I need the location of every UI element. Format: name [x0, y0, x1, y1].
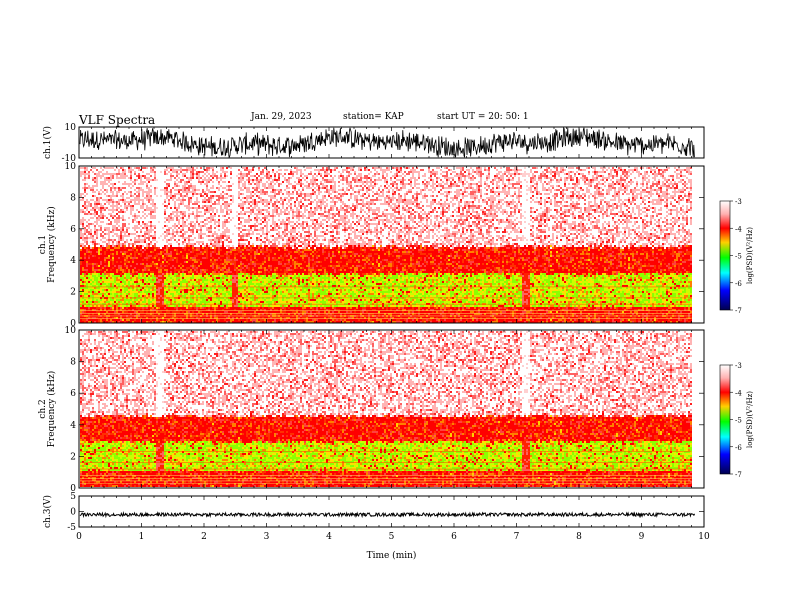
y-tick-label: 2: [70, 288, 76, 298]
colorbar-tick-label: -7: [735, 471, 742, 479]
x-tick-label: 1: [139, 532, 145, 542]
x-tick-label: 2: [201, 532, 207, 542]
y-axis-label-3: Frequency (kHz): [46, 371, 57, 448]
colorbar-tick-label: -6: [735, 444, 742, 452]
y-tick-label: 4: [70, 256, 76, 266]
colorbar-label: log(PSD)(V²/Hz): [746, 227, 754, 284]
ch1-waveform-trace: [80, 128, 694, 157]
x-tick-label: 4: [326, 532, 332, 542]
x-tick-label: 0: [76, 532, 82, 542]
x-tick-label: 8: [576, 532, 582, 542]
panel-frame-4: [79, 496, 704, 527]
colorbar-3: [720, 365, 730, 474]
y-tick-label: 6: [70, 389, 76, 399]
colorbar-label: log(PSD)(V²/Hz): [746, 391, 754, 448]
colorbar-tick-label: -6: [735, 280, 742, 288]
colorbar-tick-label: -7: [735, 307, 742, 315]
y-tick-label: 0: [70, 508, 76, 518]
y-tick-label: 8: [70, 193, 76, 203]
x-tick-label: 6: [451, 532, 457, 542]
y-tick-label: 2: [70, 452, 76, 462]
y-tick-label: 6: [70, 225, 76, 235]
colorbar-tick-label: -3: [735, 198, 742, 206]
y-tick-label: 8: [70, 358, 76, 368]
spectrogram-2: [80, 167, 692, 323]
x-tick-label: 3: [264, 532, 270, 542]
colorbar-tick-label: -5: [735, 253, 742, 261]
ch3-waveform-trace: [80, 513, 695, 516]
y-tick-label: 10: [65, 123, 77, 133]
x-tick-label: 10: [698, 532, 710, 542]
y-axis-label-4: ch.3(V): [42, 495, 53, 528]
y-tick-label: 5: [70, 492, 76, 502]
x-tick-label: 9: [639, 532, 645, 542]
x-tick-label: 5: [389, 532, 395, 542]
spectrogram-3: [80, 331, 692, 487]
y-axis-label-2: Frequency (kHz): [46, 206, 57, 283]
colorbar-2: [720, 201, 730, 310]
y-tick-label: 10: [65, 162, 77, 172]
y-axis-label-1: ch.1(V): [42, 126, 53, 159]
colorbar-tick-label: -3: [735, 362, 742, 370]
y-tick-label: -5: [67, 523, 76, 533]
x-tick-label: 7: [514, 532, 520, 542]
colorbar-tick-label: -4: [735, 225, 742, 233]
x-axis-label: Time (min): [367, 550, 417, 561]
y-tick-label: 10: [65, 326, 77, 336]
colorbar-tick-label: -5: [735, 417, 742, 425]
colorbar-tick-label: -4: [735, 389, 742, 397]
y-tick-label: 4: [70, 421, 76, 431]
